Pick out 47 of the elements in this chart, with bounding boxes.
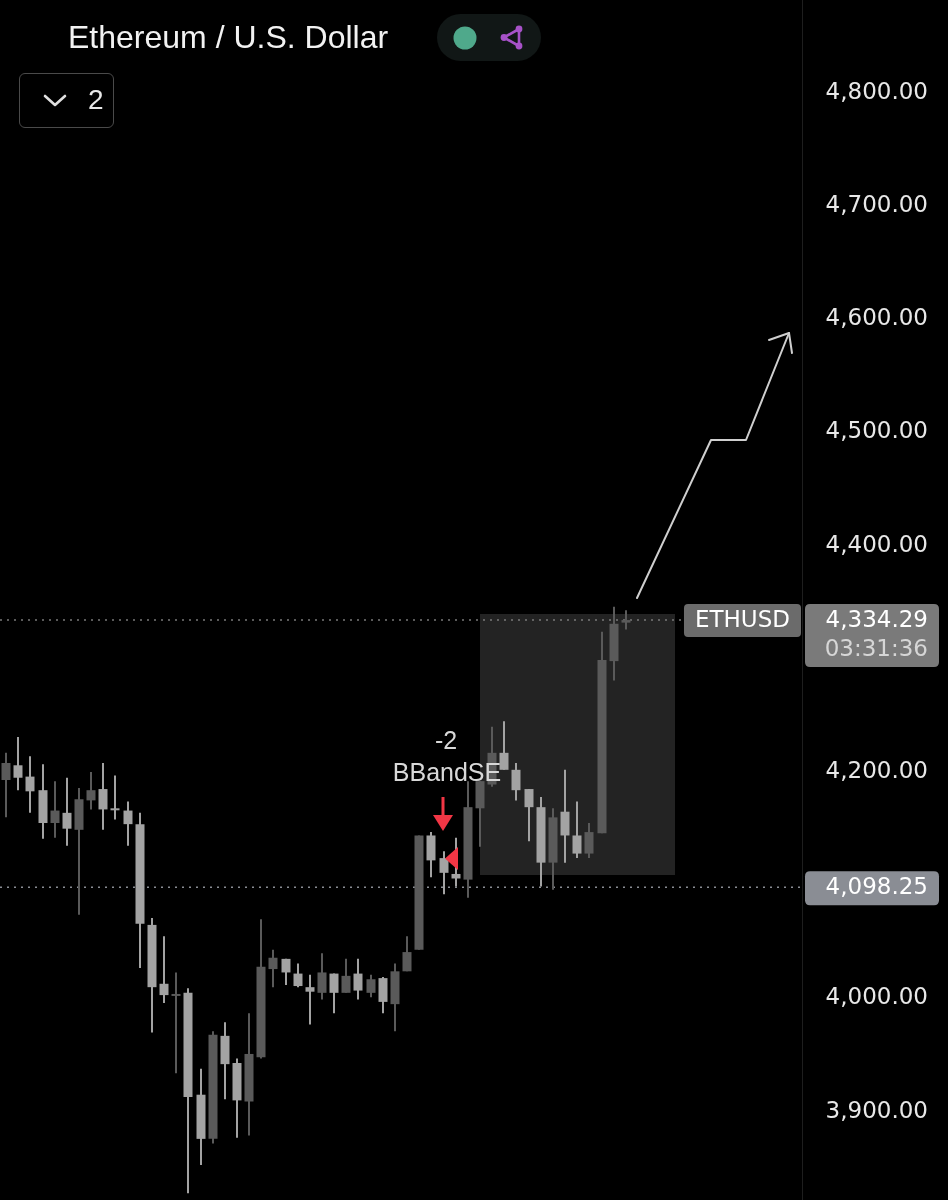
candlestick — [584, 822, 594, 860]
y-tick-label: 4,700.00 — [825, 191, 928, 218]
candlestick — [621, 609, 631, 631]
ref-line-label: 4,334.29 — [825, 606, 928, 633]
y-tick-label: 4,800.00 — [825, 77, 928, 104]
candlestick — [98, 762, 108, 831]
candlestick — [25, 755, 35, 814]
candlestick — [86, 771, 96, 811]
text: 03:31:36 — [824, 635, 928, 662]
candlestick — [159, 935, 169, 1005]
candlestick — [560, 768, 570, 864]
candlestick — [50, 780, 60, 839]
y-tick-label: 4,500.00 — [825, 417, 928, 444]
candlestick — [499, 720, 509, 771]
candlestick — [62, 776, 72, 847]
ref-line-label: 4,098.25 — [825, 873, 928, 900]
candlestick — [123, 800, 133, 847]
text: Ethereum / U.S. Dollar — [68, 18, 389, 57]
candlestick — [524, 788, 534, 843]
y-tick-label: 4,600.00 — [825, 304, 928, 331]
candlestick — [511, 762, 521, 802]
candlestick — [402, 935, 412, 973]
candlestick — [378, 975, 388, 1015]
candlestick — [268, 948, 278, 989]
candlestick — [110, 774, 120, 821]
candlestick — [281, 957, 291, 986]
y-tick-label: 4,400.00 — [825, 530, 928, 557]
candlestick — [341, 957, 351, 994]
y-tick-label: 3,900.00 — [825, 1096, 928, 1123]
candlestick — [353, 957, 363, 1001]
candlestick — [13, 735, 23, 792]
dropdown-button: 2 — [19, 73, 114, 128]
annotation: BBandSE — [392, 757, 502, 787]
candlestick — [439, 850, 449, 896]
candlestick — [1, 751, 11, 819]
candlestick — [366, 973, 376, 999]
candlestick — [293, 962, 303, 989]
annotation: ETHUSD — [694, 606, 791, 633]
annotation: 2 — [88, 84, 104, 116]
candlestick — [305, 973, 315, 1026]
candlestick — [572, 800, 582, 860]
y-tick-label: 4,200.00 — [825, 757, 928, 784]
candlestick — [317, 952, 327, 1001]
candlestick — [171, 971, 181, 1075]
candlestick — [329, 972, 339, 1015]
annotation: -2 — [434, 725, 458, 755]
y-tick-label: 4,000.00 — [825, 983, 928, 1010]
